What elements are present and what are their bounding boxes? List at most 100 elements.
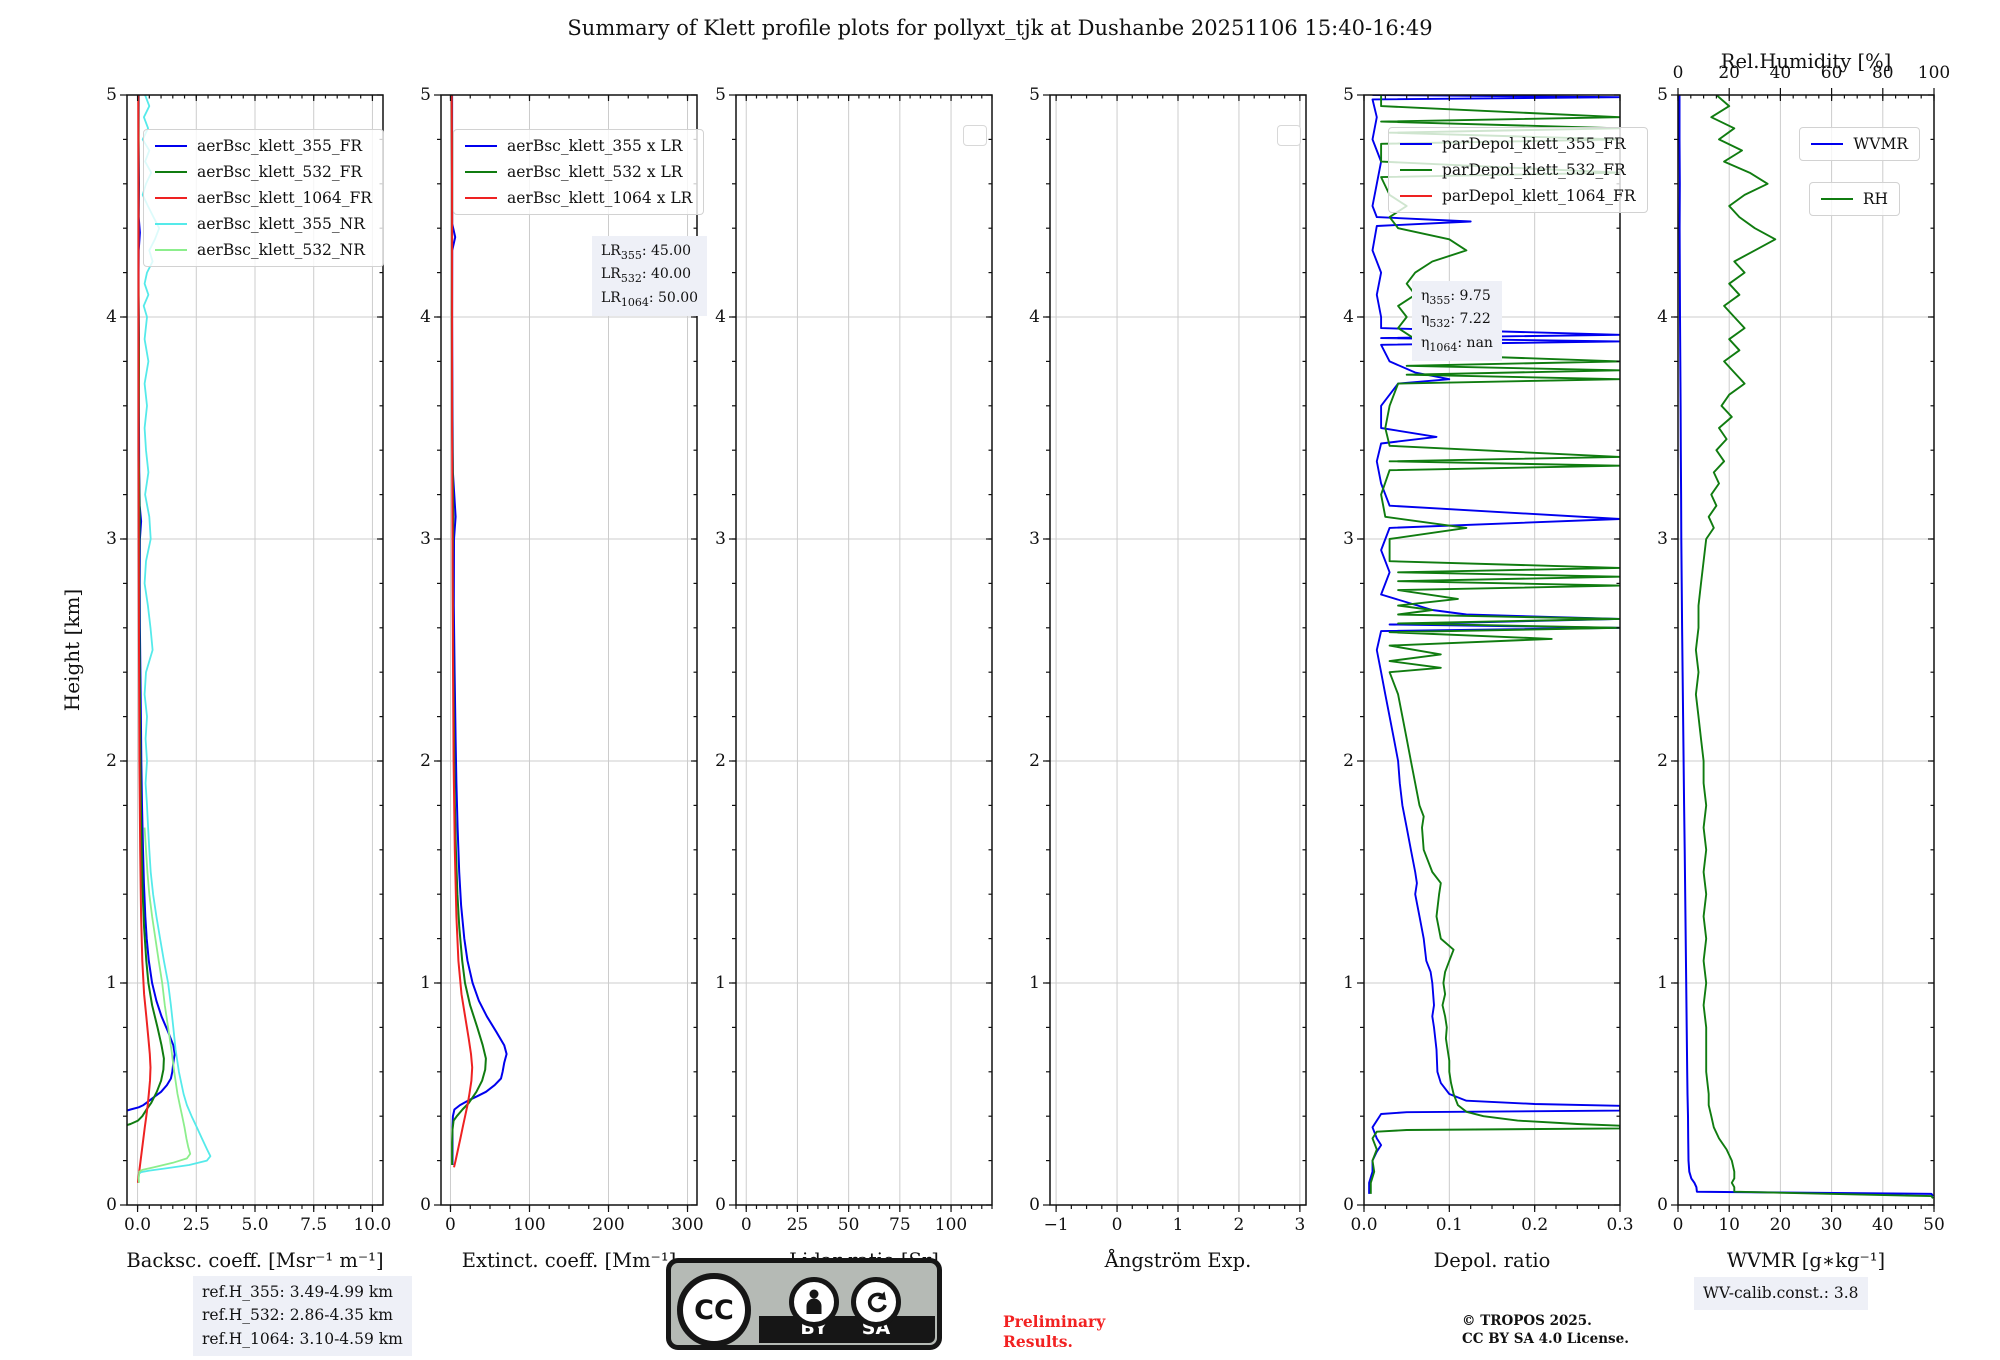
legend-label: aerBsc_klett_1064_FR xyxy=(197,189,372,207)
legend-entry: parDepol_klett_532_FR xyxy=(1400,161,1636,179)
cc-by-sa-badge: BY SA CC xyxy=(666,1258,942,1350)
y-tick-label: 3 xyxy=(1657,529,1668,549)
x-tick-label: 25 xyxy=(786,1215,809,1235)
x-tick-label: 50 xyxy=(837,1215,860,1235)
legend-entry: RH xyxy=(1820,190,1888,208)
legend-entry: aerBsc_klett_355_NR xyxy=(155,215,372,233)
plot-area xyxy=(1357,94,1621,1212)
x-tick-label: 40 xyxy=(1871,1215,1894,1235)
panel-angstroem: Ångström Exp. −1 0 1 2 3 0 1 2 3 4 5 xyxy=(1029,85,1307,1272)
y-tick-label: 2 xyxy=(1343,751,1354,771)
y-tick-label: 0 xyxy=(1657,1195,1668,1215)
legend-label: parDepol_klett_355_FR xyxy=(1442,135,1626,153)
legend-extinction: aerBsc_klett_355 x LR aerBsc_klett_532 x … xyxy=(453,129,705,215)
legend-entry: aerBsc_klett_532_FR xyxy=(155,163,372,181)
x-tick-label: 10 xyxy=(1718,1215,1741,1235)
stat-line: ref.H_532: 2.86-4.35 km xyxy=(202,1306,393,1325)
y-tick-label: 5 xyxy=(1343,85,1354,105)
legend-entry: aerBsc_klett_355_FR xyxy=(155,137,372,155)
plot-area xyxy=(729,94,993,1212)
legend-entry: aerBsc_klett_1064 x LR xyxy=(465,189,692,207)
x-tick-label: 50 xyxy=(1923,1215,1945,1235)
x-tick-label: 0 xyxy=(1111,1215,1123,1235)
copyright-note: © TROPOS 2025. CC BY SA 4.0 License. xyxy=(1462,1313,1629,1348)
legend-label: parDepol_klett_532_FR xyxy=(1442,161,1626,179)
legend-depol: parDepol_klett_355_FR parDepol_klett_532_… xyxy=(1388,127,1648,213)
legend-label: aerBsc_klett_532_NR xyxy=(197,241,365,259)
x-axis-label-angstroem: Ångström Exp. xyxy=(1104,1249,1252,1272)
x-tick-label: 0.0 xyxy=(124,1215,152,1235)
legend-rh: RH xyxy=(1808,182,1900,216)
y-tick-label: 5 xyxy=(1029,85,1040,105)
stat-line: LR355: 45.00 xyxy=(601,243,692,262)
y-tick-label: 4 xyxy=(106,307,117,327)
stat-line: η1064: nan xyxy=(1421,334,1493,354)
plot-area xyxy=(1043,94,1307,1212)
legend-label: aerBsc_klett_355 x LR xyxy=(507,137,683,155)
panel-wvmr: Rel.Humidity [%] WVMR RH WVMR [g∗kg⁻¹] 0… xyxy=(1657,50,1950,1272)
stat-line: LR532: 40.00 xyxy=(601,266,692,286)
y-tick-label: 0 xyxy=(1029,1195,1040,1215)
x-tick-label: 7.5 xyxy=(300,1215,328,1235)
cc-sa-arrow-icon xyxy=(851,1277,901,1327)
legend-marker xyxy=(155,171,187,173)
x-tick-label: 200 xyxy=(592,1215,625,1235)
legend-marker xyxy=(465,197,497,199)
y-tick-label: 3 xyxy=(1029,529,1040,549)
y-tick-label: 2 xyxy=(1657,751,1668,771)
legend-marker xyxy=(155,197,187,199)
legend-label: aerBsc_klett_532_FR xyxy=(197,163,363,181)
y-tick-label: 4 xyxy=(1657,307,1668,327)
legend-marker xyxy=(465,171,497,173)
x-tick-label: 3 xyxy=(1294,1215,1306,1235)
x-axis-label-depol: Depol. ratio xyxy=(1433,1249,1551,1272)
stat-line: ref.H_355: 3.49-4.99 km xyxy=(202,1283,393,1301)
ref-height-box: ref.H_355: 3.49-4.99 km ref.H_532: 2.86-4… xyxy=(193,1276,412,1356)
x-tick-label: 100 xyxy=(934,1215,968,1235)
y-tick-label: 1 xyxy=(715,973,726,993)
y-tick-label: 4 xyxy=(1343,307,1354,327)
cc-logo-icon: CC xyxy=(677,1273,751,1347)
x-tick-label: 2.5 xyxy=(182,1215,210,1235)
legend-entry: parDepol_klett_355_FR xyxy=(1400,135,1636,153)
legend-entry: aerBsc_klett_532 x LR xyxy=(465,163,692,181)
legend-label: aerBsc_klett_355_NR xyxy=(197,215,365,233)
x-axis-label-extinction: Extinct. coeff. [Mm⁻¹] xyxy=(461,1249,677,1272)
y-tick-label: 0 xyxy=(1343,1195,1354,1215)
top-tick-label: 100 xyxy=(1917,63,1951,83)
legend-marker xyxy=(465,145,497,147)
y-tick-label: 5 xyxy=(106,85,117,105)
x-tick-label: 0 xyxy=(740,1215,752,1235)
x-tick-label: 30 xyxy=(1820,1215,1843,1235)
legend-marker xyxy=(1820,198,1853,200)
curve-RH xyxy=(1694,95,1934,1199)
y-tick-label: 3 xyxy=(420,529,431,549)
top-tick-label: 60 xyxy=(1820,63,1843,83)
legend-marker xyxy=(1400,169,1432,171)
legend-marker xyxy=(1400,143,1432,145)
legend-entry: aerBsc_klett_532_NR xyxy=(155,241,372,259)
plot-area xyxy=(1671,88,1935,1212)
curve-WVMR xyxy=(1678,95,1934,1197)
y-axis-label: Height [km] xyxy=(60,588,84,712)
legend-marker xyxy=(1400,195,1432,197)
legend-empty-box xyxy=(1277,125,1301,146)
cc-by-person-icon xyxy=(789,1277,839,1327)
y-tick-label: 4 xyxy=(1029,307,1040,327)
curve-aerBsc_klett_1064_FR xyxy=(137,95,152,1183)
legend-empty-box xyxy=(963,125,987,146)
y-tick-label: 5 xyxy=(715,85,726,105)
top-tick-label: 40 xyxy=(1769,63,1792,83)
x-tick-label: 10.0 xyxy=(353,1215,392,1235)
x-tick-label: 0.1 xyxy=(1435,1215,1463,1235)
x-tick-label: 0.0 xyxy=(1350,1215,1378,1235)
lr-values-box: LR355: 45.00 LR532: 40.00 LR1064: 50.00 xyxy=(592,236,708,316)
y-tick-label: 3 xyxy=(715,529,726,549)
legend-label: RH xyxy=(1862,190,1888,208)
x-tick-label: 75 xyxy=(889,1215,911,1235)
y-tick-label: 0 xyxy=(715,1195,726,1215)
stat-line: η355: 9.75 xyxy=(1421,288,1491,307)
top-tick-label: 20 xyxy=(1718,63,1741,83)
